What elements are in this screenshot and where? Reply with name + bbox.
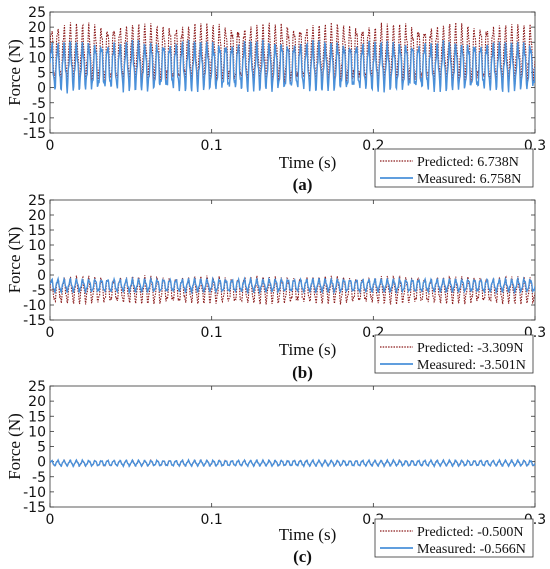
x-axis-label: Time (s)	[279, 340, 336, 359]
y-tick-label: 20	[28, 394, 46, 410]
y-tick-label: 5	[37, 440, 46, 456]
plot-area	[49, 199, 536, 321]
panel-label: (c)	[293, 547, 312, 566]
panel-label: (b)	[292, 363, 313, 382]
y-axis-label: Force (N)	[5, 413, 24, 480]
x-tick-label: 0.1	[201, 512, 223, 528]
y-axis-label: Force (N)	[5, 227, 24, 294]
y-tick-label: 10	[28, 50, 46, 66]
data-layer	[50, 22, 535, 94]
x-tick-label: 0	[46, 138, 55, 154]
legend-entry: Measured: -3.501N	[417, 358, 526, 373]
x-tick-label: 0	[46, 512, 55, 528]
y-tick-label: -10	[23, 298, 46, 314]
y-tick-label: 0	[37, 268, 46, 284]
legend-entry: Measured: -0.566N	[417, 542, 526, 557]
y-tick-label: 10	[28, 238, 46, 254]
x-axis-label: Time (s)	[279, 153, 336, 172]
series-line-measured	[50, 276, 535, 295]
legend: Predicted: -0.500N Measured: -0.566N	[374, 518, 534, 558]
y-tick-label: 25	[28, 379, 46, 395]
y-tick-label: 15	[28, 223, 46, 239]
y-tick-label: -15	[23, 313, 46, 329]
y-tick-label: -10	[23, 111, 46, 127]
panel-label: (a)	[293, 175, 313, 194]
legend: Predicted: 6.738N Measured: 6.758N	[374, 148, 534, 188]
series-line-measured	[50, 39, 535, 94]
series-line-predicted	[50, 274, 535, 305]
y-tick-label: -15	[23, 500, 46, 516]
y-tick-label: 20	[28, 20, 46, 36]
legend-entry: Measured: 6.758N	[417, 172, 521, 187]
y-tick-label: -5	[32, 96, 46, 112]
legend-entry: Predicted: 6.738N	[417, 155, 519, 170]
x-axis-label: Time (s)	[279, 525, 336, 544]
data-layer	[50, 274, 535, 305]
legend: Predicted: -3.309N Measured: -3.501N	[374, 334, 534, 374]
y-tick-label: 10	[28, 424, 46, 440]
legend-box	[374, 334, 534, 374]
y-tick-label: 25	[28, 193, 46, 209]
y-tick-label: 25	[28, 5, 46, 21]
y-tick-label: -10	[23, 485, 46, 501]
plot-area	[49, 385, 536, 508]
x-tick-label: 0	[46, 325, 55, 341]
legend-entry: Predicted: -0.500N	[417, 525, 524, 540]
legend-entry: Predicted: -3.309N	[417, 341, 524, 356]
y-tick-label: 15	[28, 409, 46, 425]
y-tick-label: -15	[23, 126, 46, 142]
series-line-measured	[50, 458, 535, 469]
legend-box	[374, 148, 534, 188]
x-tick-label: 0.1	[201, 325, 223, 341]
x-tick-label: 0.1	[201, 138, 223, 154]
y-tick-label: 15	[28, 35, 46, 51]
y-axis-label: Force (N)	[5, 39, 24, 106]
y-tick-label: 5	[37, 253, 46, 269]
data-layer	[50, 458, 535, 469]
y-tick-label: 20	[28, 208, 46, 224]
y-tick-label: -5	[32, 283, 46, 299]
y-tick-label: -5	[32, 470, 46, 486]
y-tick-label: 0	[37, 81, 46, 97]
legend-box	[374, 518, 534, 558]
y-tick-label: 0	[37, 455, 46, 471]
y-tick-label: 5	[37, 66, 46, 82]
